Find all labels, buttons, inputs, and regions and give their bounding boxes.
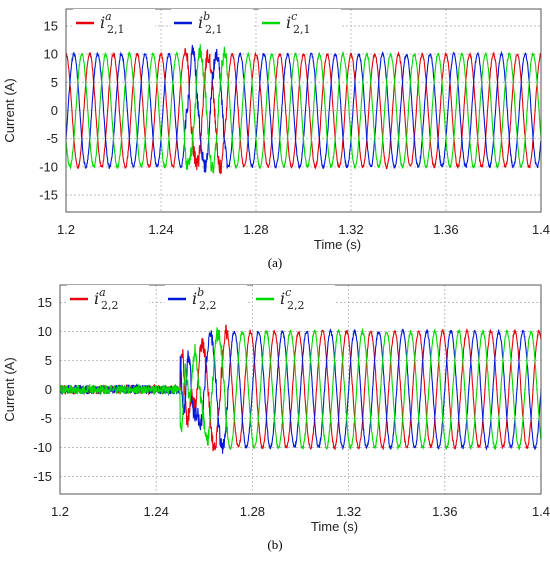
x-tick-label: 1.36: [433, 222, 458, 237]
legend-subscript: 2,1: [107, 23, 125, 36]
legend-superscript: b: [197, 286, 204, 299]
x-axis-label: Time (s): [311, 519, 358, 534]
legend-symbol: i: [198, 13, 203, 32]
legend-symbol: i: [100, 13, 105, 32]
x-tick-label: 1.24: [144, 504, 169, 519]
legend-bg: [67, 285, 149, 309]
y-tick-label: 10: [38, 324, 52, 339]
y-tick-label: 5: [45, 353, 52, 368]
y-axis-label: Current (A): [2, 78, 17, 142]
legend-superscript: b: [203, 10, 210, 23]
x-tick-label: 1.4: [532, 504, 550, 519]
legend-label: ib 2,1: [198, 10, 223, 36]
x-tick-label: 1.4: [532, 222, 550, 237]
x-tick-label: 1.32: [336, 504, 361, 519]
legend-item-c: ic 2,2: [253, 285, 335, 312]
legend-subscript: 2,2: [287, 299, 305, 312]
legend-subscript: 2,1: [293, 23, 311, 36]
x-tick-label: 1.24: [148, 222, 173, 237]
y-tick-label: 15: [44, 18, 58, 33]
legend-bg: [253, 285, 335, 309]
legend-symbol: i: [192, 289, 197, 308]
legend-item-b: ib 2,1: [171, 9, 253, 36]
series-line-c: [66, 44, 541, 174]
y-tick-label: 0: [51, 103, 58, 118]
legend-subscript: 2,1: [205, 23, 223, 36]
legend-subscript: 2,2: [199, 299, 217, 312]
legend-superscript: c: [291, 10, 297, 23]
legend-bg: [165, 285, 247, 309]
y-tick-label: 10: [44, 47, 58, 62]
legend-superscript: c: [285, 286, 291, 299]
y-axis-label: Current (A): [2, 357, 17, 421]
legend-bg: [171, 9, 253, 33]
legend-item-a: ia 2,2: [67, 285, 149, 312]
y-tick-label: -15: [33, 469, 52, 484]
x-tick-label: 1.32: [338, 222, 363, 237]
legend-label: ic 2,1: [286, 10, 311, 36]
legend-label: ic 2,2: [280, 286, 305, 312]
legend-symbol: i: [94, 289, 99, 308]
y-tick-label: -10: [39, 159, 58, 174]
legend-bg: [259, 9, 341, 33]
series-line-b: [66, 44, 541, 173]
x-axis-label: Time (s): [314, 237, 361, 252]
series-line-c: [60, 327, 541, 451]
y-tick-label: -5: [40, 411, 52, 426]
legend-item-a: ia 2,1: [73, 9, 155, 36]
y-tick-label: -15: [39, 188, 58, 203]
x-tick-label: 1.36: [432, 504, 457, 519]
y-tick-label: -10: [33, 440, 52, 455]
legend-label: ia 2,1: [100, 10, 125, 36]
figure-caption: (a): [268, 255, 282, 270]
legend-label: ia 2,2: [94, 286, 119, 312]
y-tick-label: 5: [51, 75, 58, 90]
series-line-a: [66, 47, 541, 175]
y-tick-label: -5: [46, 131, 58, 146]
y-tick-label: 15: [38, 295, 52, 310]
legend-superscript: a: [99, 286, 106, 299]
legend-subscript: 2,2: [101, 299, 119, 312]
x-tick-label: 1.2: [51, 504, 69, 519]
legend-item-c: ic 2,1: [259, 9, 341, 36]
legend-symbol: i: [280, 289, 285, 308]
x-tick-label: 1.2: [57, 222, 75, 237]
y-tick-label: 0: [45, 382, 52, 397]
legend-symbol: i: [286, 13, 291, 32]
figure-caption: (b): [267, 537, 282, 552]
legend-superscript: a: [105, 10, 112, 23]
legend-item-b: ib 2,2: [165, 285, 247, 312]
legend-label: ib 2,2: [192, 286, 217, 312]
legend-bg: [73, 9, 155, 33]
x-tick-label: 1.28: [243, 222, 268, 237]
x-tick-label: 1.28: [240, 504, 265, 519]
